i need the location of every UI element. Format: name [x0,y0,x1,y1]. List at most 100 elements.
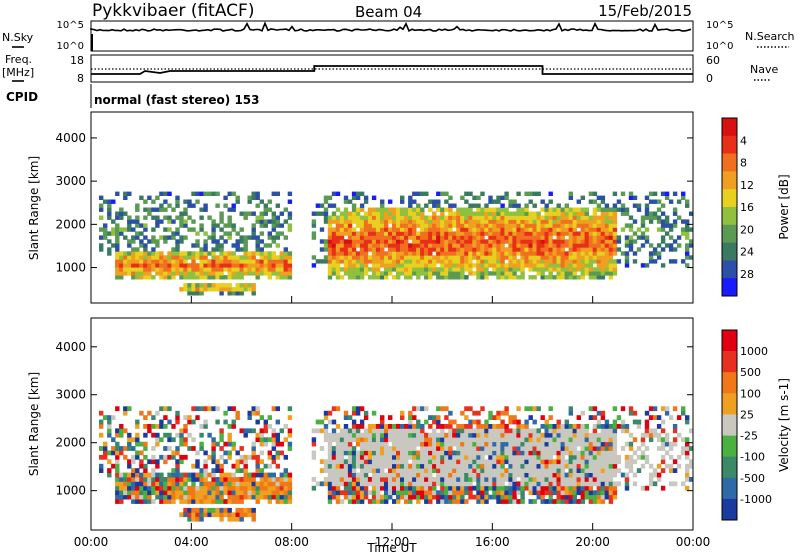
power-cell [604,215,610,220]
power-cell [540,231,545,236]
power-cell [600,219,606,224]
velocity-cell [508,468,513,473]
velocity-cell [548,454,553,460]
velocity-cell [231,441,236,447]
power-cell [592,191,598,196]
power-cell [283,259,288,264]
power-cell [315,259,321,264]
velocity-cell [448,441,453,447]
power-cell [432,215,437,220]
velocity-cell [135,437,140,443]
velocity-cell [183,507,188,513]
velocity-cell [123,454,128,460]
velocity-cell [528,463,533,469]
power-cell [584,215,589,220]
power-cell [632,195,638,200]
power-cell [127,223,132,228]
power-cell [460,267,465,272]
velocity-cell [107,468,112,473]
power-cell [319,211,325,216]
power-cell [371,259,377,264]
power-cell [460,223,465,228]
velocity-cell [380,454,385,460]
power-cell [400,215,405,220]
power-cell [540,223,545,228]
velocity-cell [640,441,646,447]
power-cell [681,219,686,224]
power-cell [520,219,525,224]
power-cell [560,263,565,268]
velocity-cell [412,468,417,473]
power-cell [528,263,533,268]
power-cell [355,275,361,280]
power-colorbar-tick: 20 [740,223,754,236]
velocity-cell [484,481,489,487]
velocity-cell [219,428,224,434]
velocity-cell [492,450,497,456]
power-cell [476,215,481,220]
power-cell [99,243,104,248]
power-cell [183,219,188,224]
velocity-cell [548,441,553,447]
power-cell [199,275,204,280]
power-cell [384,275,389,280]
velocity-cell [371,477,377,482]
velocity-cell [195,499,200,504]
velocity-cell [600,463,606,469]
power-cell [512,219,517,224]
velocity-cell [223,477,228,482]
velocity-cell [412,450,417,456]
power-cell [532,215,537,220]
power-cell [440,231,445,236]
velocity-cell [572,454,577,460]
velocity-cell [231,446,236,451]
velocity-cell [544,419,549,425]
velocity-cell [504,406,509,412]
power-cell [432,271,437,276]
velocity-cell [227,424,232,429]
power-cell [339,223,345,228]
velocity-cell [436,446,441,451]
velocity-cell [560,490,565,496]
velocity-cell [267,415,272,420]
power-cell [199,271,204,276]
velocity-cell [412,415,417,420]
power-cell [608,247,614,252]
power-cell [432,199,437,204]
velocity-colorbar-swatch [722,372,737,394]
velocity-cell [648,463,654,469]
velocity-cell [604,468,610,473]
power-cell [327,235,333,240]
power-cell [123,195,128,200]
ytick-label-0: 1000 [55,484,86,498]
power-cell [251,191,256,196]
velocity-cell [424,490,429,496]
power-cell [636,203,642,208]
power-cell [191,227,196,232]
velocity-cell [512,415,517,420]
velocity-cell [283,437,288,443]
power-cell [572,267,577,272]
velocity-cell [544,472,549,478]
velocity-cell [103,446,108,451]
power-cell [231,287,236,292]
velocity-cell [159,406,164,412]
power-cell [119,275,124,280]
velocity-cell [448,454,453,460]
velocity-cell [323,468,329,473]
velocity-cell [167,494,172,500]
velocity-cell [347,441,353,447]
power-cell [175,215,180,220]
power-cell [604,235,610,240]
velocity-cell [460,432,465,438]
power-cell [191,255,196,260]
velocity-cell [396,428,401,434]
velocity-cell [484,490,489,496]
power-cell [468,247,473,252]
velocity-cell [428,481,433,487]
power-cell [147,259,152,264]
power-cell [520,243,525,248]
velocity-cell [416,441,421,447]
velocity-cell [689,428,694,434]
power-cell [468,231,473,236]
